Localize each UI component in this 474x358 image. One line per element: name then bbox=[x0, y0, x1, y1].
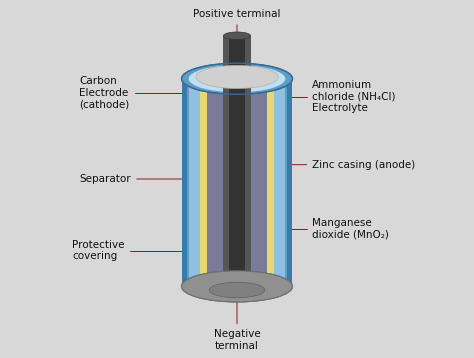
Ellipse shape bbox=[182, 63, 292, 94]
Ellipse shape bbox=[223, 32, 251, 40]
Text: Separator: Separator bbox=[80, 174, 201, 184]
Text: Negative
terminal: Negative terminal bbox=[214, 295, 260, 351]
Ellipse shape bbox=[182, 271, 292, 302]
Ellipse shape bbox=[207, 70, 267, 87]
Text: Manganese
dioxide (MnO₂): Manganese dioxide (MnO₂) bbox=[252, 218, 389, 241]
Polygon shape bbox=[207, 79, 267, 286]
Polygon shape bbox=[200, 79, 207, 286]
Polygon shape bbox=[182, 79, 187, 286]
Text: Carbon
Electrode
(cathode): Carbon Electrode (cathode) bbox=[80, 53, 223, 110]
Polygon shape bbox=[192, 79, 203, 286]
Polygon shape bbox=[223, 36, 251, 279]
Polygon shape bbox=[187, 79, 192, 286]
Polygon shape bbox=[282, 79, 287, 286]
Text: Positive terminal: Positive terminal bbox=[193, 9, 281, 33]
Polygon shape bbox=[267, 79, 274, 286]
Polygon shape bbox=[189, 79, 203, 286]
Polygon shape bbox=[271, 79, 285, 286]
Ellipse shape bbox=[200, 68, 274, 89]
Ellipse shape bbox=[209, 282, 265, 298]
Ellipse shape bbox=[207, 70, 267, 87]
Polygon shape bbox=[287, 79, 292, 286]
Text: Ammonium
chloride (NH₄Cl)
Electrolyte: Ammonium chloride (NH₄Cl) Electrolyte bbox=[273, 80, 396, 113]
Polygon shape bbox=[229, 36, 245, 279]
Ellipse shape bbox=[182, 271, 292, 302]
Polygon shape bbox=[182, 79, 292, 286]
Polygon shape bbox=[189, 79, 285, 286]
Ellipse shape bbox=[189, 65, 285, 92]
Text: Protective
covering: Protective covering bbox=[73, 232, 190, 261]
Ellipse shape bbox=[196, 66, 278, 88]
Text: Zinc casing (anode): Zinc casing (anode) bbox=[286, 160, 415, 170]
Polygon shape bbox=[271, 79, 282, 286]
